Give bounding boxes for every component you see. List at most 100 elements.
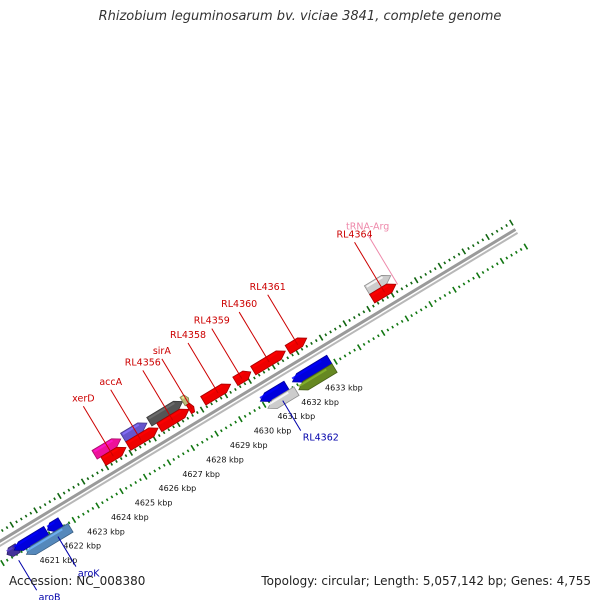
- feature-accA_feat[interactable]: [119, 422, 148, 443]
- feature-xerD_feat[interactable]: [91, 438, 122, 460]
- gene-label-rl4362[interactable]: RL4362: [282, 400, 339, 444]
- gene-label-sira[interactable]: sirA: [153, 346, 193, 410]
- minor-tick: [243, 414, 247, 418]
- gene-label-rl4361[interactable]: RL4361: [250, 282, 299, 346]
- feature-aroK_feat[interactable]: [25, 522, 74, 556]
- feature-RL4361_feat[interactable]: [284, 337, 308, 355]
- major-tick: [166, 459, 172, 466]
- gene-label-text: RL4358: [170, 330, 206, 341]
- feature-rev_blue_1[interactable]: [13, 525, 50, 551]
- major-tick: [461, 248, 467, 255]
- kbp-label: 4633 kbp: [325, 383, 363, 392]
- accession-text: Accession: NC_008380: [9, 574, 146, 588]
- feature-RL4356_feat[interactable]: [146, 400, 184, 427]
- gene-label-rl4364[interactable]: RL4364: [337, 229, 385, 293]
- major-tick: [509, 219, 514, 226]
- minor-tick: [457, 252, 461, 256]
- leader-line: [211, 328, 243, 379]
- gene-label-arok[interactable]: aroK: [57, 536, 100, 580]
- feature-fwd_red_5[interactable]: [368, 283, 397, 304]
- minor-tick: [486, 268, 490, 272]
- minor-tick: [67, 521, 71, 525]
- gene-label-text: RL4364: [337, 229, 373, 240]
- backbone-layer: [0, 228, 519, 548]
- kbp-label: 4623 kbp: [87, 527, 125, 536]
- feature-RL4360_feat[interactable]: [250, 350, 286, 376]
- gene-label-rl4360[interactable]: RL4360: [221, 299, 270, 363]
- gene-label-text: RL4360: [221, 299, 257, 310]
- major-tick: [80, 478, 86, 485]
- kbp-label: 4628 kbp: [206, 455, 244, 464]
- kbp-label: 4632 kbp: [301, 398, 339, 407]
- minor-tick: [481, 270, 485, 274]
- gene-label-arob[interactable]: aroB: [18, 560, 61, 600]
- minor-tick: [262, 370, 266, 374]
- minor-tick: [367, 339, 371, 344]
- gene-label-xerd[interactable]: xerD: [72, 393, 114, 457]
- minor-tick: [210, 402, 213, 406]
- minor-tick: [215, 399, 218, 403]
- minor-tick: [343, 354, 347, 358]
- kbp-label: 4622 kbp: [63, 542, 101, 551]
- gene-label-acca[interactable]: accA: [99, 377, 142, 441]
- minor-tick: [424, 272, 428, 276]
- major-tick: [428, 300, 434, 308]
- minor-tick: [24, 514, 28, 518]
- minor-tick: [0, 528, 4, 533]
- minor-tick: [281, 359, 285, 363]
- backbone-line: [0, 232, 519, 548]
- minor-tick: [72, 485, 75, 489]
- minor-tick: [419, 275, 423, 279]
- kbp-label: 4625 kbp: [135, 499, 173, 508]
- feature-RL4364_feat[interactable]: [363, 275, 392, 295]
- minor-tick: [134, 448, 137, 452]
- backbone-line: [0, 228, 517, 543]
- gene-label-trna-arg[interactable]: tRNA-Arg: [346, 221, 399, 285]
- minor-tick: [300, 347, 304, 351]
- minor-tick: [229, 390, 233, 394]
- minor-tick: [53, 497, 56, 501]
- feature-fwd_red_1[interactable]: [100, 446, 127, 467]
- gene-label-rl4356[interactable]: RL4356: [125, 357, 174, 421]
- feature-fwd_red_3[interactable]: [156, 408, 190, 433]
- leader-line: [18, 560, 38, 591]
- minor-tick: [381, 298, 385, 302]
- minor-tick: [305, 344, 309, 348]
- gene-label-text: sirA: [153, 346, 171, 357]
- feature-rev_olive[interactable]: [297, 363, 338, 391]
- minor-tick: [258, 406, 261, 410]
- feature-rev_blue_2[interactable]: [46, 517, 64, 532]
- minor-tick: [234, 420, 237, 424]
- feature-rev_blue_4[interactable]: [291, 354, 333, 383]
- major-tick: [190, 444, 196, 452]
- minor-tick: [5, 526, 9, 530]
- feature-rev_blue_3[interactable]: [259, 380, 290, 402]
- leader-line: [57, 536, 77, 567]
- minor-tick: [162, 463, 166, 467]
- minor-tick: [124, 454, 128, 458]
- minor-tick: [396, 322, 399, 326]
- minor-tick: [243, 382, 247, 386]
- minor-tick: [400, 287, 404, 291]
- minor-tick: [20, 550, 23, 554]
- minor-tick: [205, 405, 209, 409]
- gene-label-rl4358[interactable]: RL4358: [170, 330, 219, 394]
- gene-label-rl4359[interactable]: RL4359: [194, 316, 243, 379]
- minor-tick: [443, 261, 447, 265]
- minor-tick: [115, 492, 119, 496]
- minor-tick: [181, 452, 185, 456]
- kbp-label: 4621 kbp: [40, 556, 78, 565]
- feature-RL4358_feat[interactable]: [200, 383, 232, 406]
- minor-tick: [467, 246, 470, 251]
- minor-tick: [91, 474, 95, 478]
- minor-tick: [77, 515, 80, 519]
- major-tick: [342, 320, 348, 327]
- minor-tick: [415, 311, 418, 315]
- minor-tick: [472, 276, 475, 280]
- major-tick: [0, 559, 5, 567]
- major-tick: [333, 358, 338, 365]
- minor-tick: [86, 509, 90, 513]
- topology-text: Topology: circular; Length: 5,057,142 bp…: [261, 574, 591, 588]
- feature-RL4362_feat[interactable]: [267, 386, 300, 410]
- minor-tick: [67, 488, 71, 492]
